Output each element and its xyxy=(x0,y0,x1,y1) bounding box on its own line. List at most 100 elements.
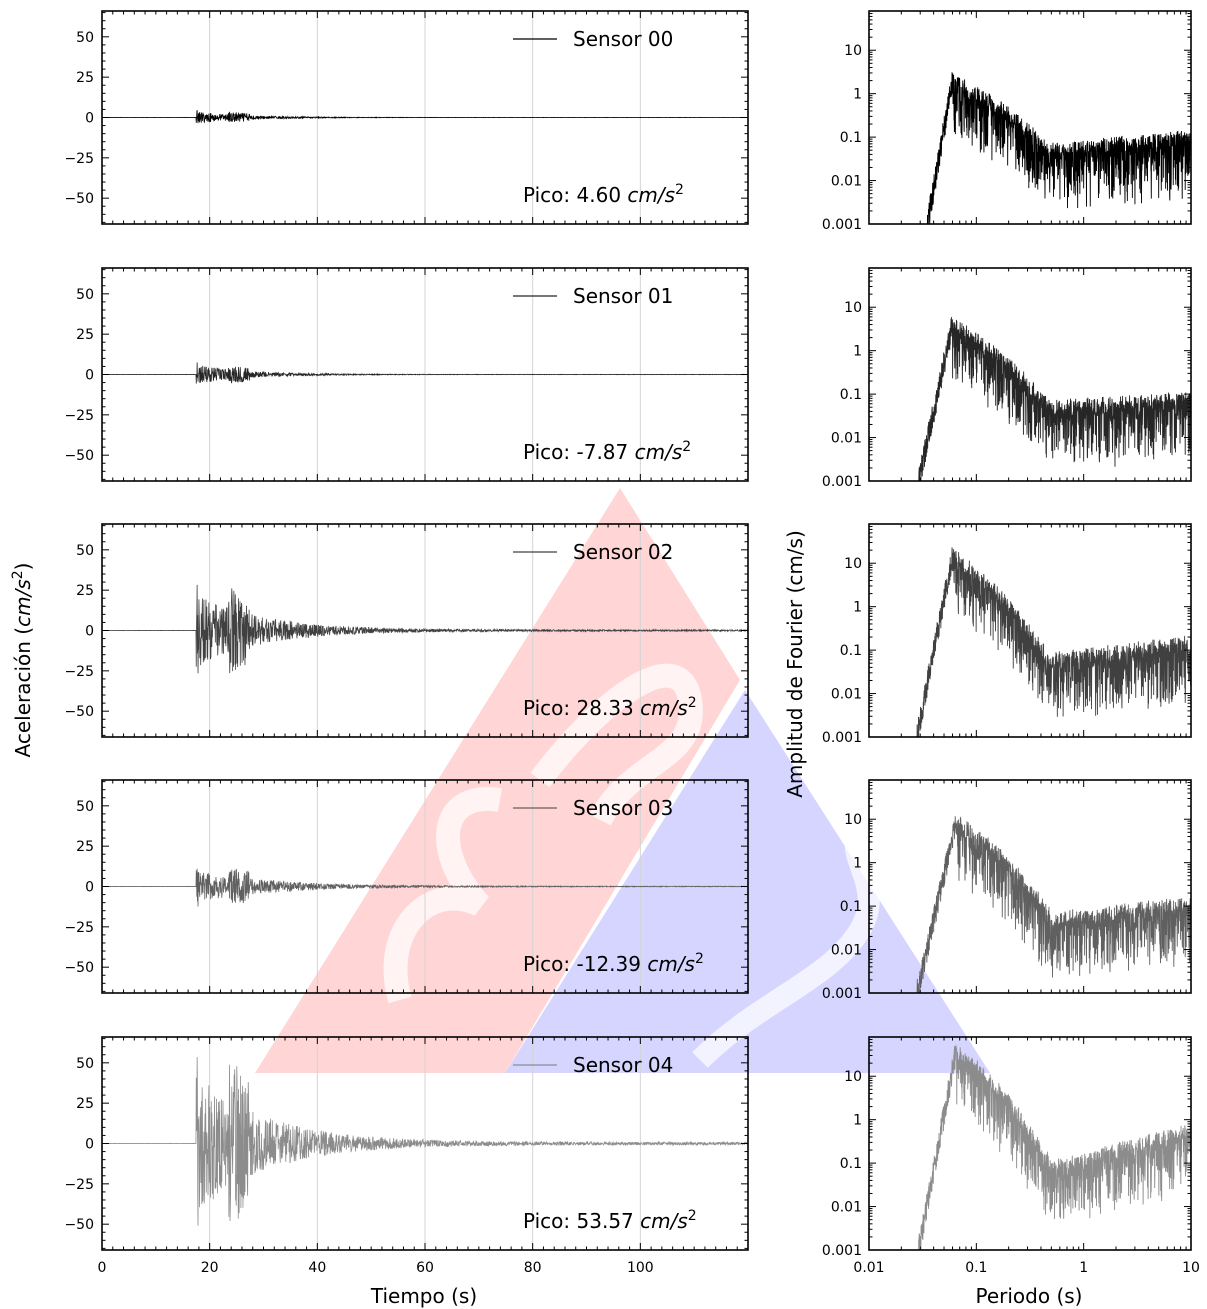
y-tick-label: 50 xyxy=(76,30,94,46)
x-tick-label: 40 xyxy=(308,1260,326,1276)
y-tick-label: 0.1 xyxy=(840,130,862,146)
y-tick-label: 1 xyxy=(853,87,862,103)
plot-frame xyxy=(868,523,1192,738)
legend-label: Sensor 00 xyxy=(573,27,673,51)
time-x-axis-label: Tiempo (s) xyxy=(370,1284,477,1308)
y-tick-label: −50 xyxy=(64,191,94,207)
y-tick-label: 25 xyxy=(76,1096,94,1112)
y-tick-label: 0.001 xyxy=(822,986,862,1002)
acceleration-trace xyxy=(101,584,749,674)
y-tick-label: 0.1 xyxy=(840,387,862,403)
y-tick-label: 0 xyxy=(85,111,94,127)
fourier-spectrum-trace xyxy=(918,317,1191,481)
y-tick-label: 0 xyxy=(85,368,94,384)
y-tick-label: 25 xyxy=(76,839,94,855)
fourier-y-axis-label: Amplitud de Fourier (cm/s) xyxy=(783,530,807,798)
y-tick-label: 0.01 xyxy=(831,431,862,447)
fourier-panel-0: 10 1 0.1 0.01 0.001 xyxy=(822,10,1192,233)
y-tick-label: −50 xyxy=(64,960,94,976)
plot-frame xyxy=(868,779,1192,994)
legend-label: Sensor 01 xyxy=(573,284,673,308)
y-tick-label: −50 xyxy=(64,1217,94,1233)
y-tick-label: 0.001 xyxy=(822,217,862,233)
fourier-panel-2: 10 1 0.1 0.01 0.001 xyxy=(822,523,1192,746)
peak-annotation: Pico: -12.39 cm/s2 xyxy=(523,951,704,976)
x-tick-label: 0.1 xyxy=(965,1260,987,1276)
y-tick-label: −25 xyxy=(64,920,94,936)
y-tick-label: 50 xyxy=(76,543,94,559)
y-tick-label: 1 xyxy=(853,1113,862,1129)
logo-white-stroke-3 xyxy=(692,811,880,1068)
fourier-spectrum-trace xyxy=(926,72,1191,224)
x-tick-label: 80 xyxy=(524,1260,542,1276)
y-tick-label: 0.1 xyxy=(840,1156,862,1172)
plot-frame xyxy=(868,1036,1192,1251)
y-tick-label: 1 xyxy=(853,600,862,616)
y-tick-label: 0 xyxy=(85,1137,94,1153)
peak-annotation: Pico: -7.87 cm/s2 xyxy=(523,439,691,464)
time-panel-2: 50 25 0 −25 −50 Sensor 02 Pico: 28.33 cm/s2 xyxy=(64,523,749,738)
plot-frame xyxy=(868,10,1192,225)
y-tick-label: 50 xyxy=(76,1056,94,1072)
acceleration-trace xyxy=(101,362,749,384)
logo-white-stroke-1 xyxy=(383,786,502,1004)
peak-annotation: Pico: 4.60 cm/s2 xyxy=(523,182,684,207)
y-tick-label: 0.01 xyxy=(831,174,862,190)
time-y-axis-label: Aceleración (cm/s2) xyxy=(10,563,35,758)
legend-label: Sensor 02 xyxy=(573,540,673,564)
x-tick-label: 20 xyxy=(201,1260,219,1276)
y-tick-label: 0 xyxy=(85,880,94,896)
time-panel-3: 50 25 0 −25 −50 Sensor 03 Pico: -12.39 cm/s2 xyxy=(64,779,749,994)
y-tick-label: −25 xyxy=(64,664,94,680)
time-panel-0: 50 25 0 −25 −50 Sensor 00 Pico: 4.60 cm/s2 xyxy=(64,10,749,225)
fourier-panel-1: 10 1 0.1 0.01 0.001 xyxy=(822,267,1192,490)
legend-label: Sensor 04 xyxy=(573,1053,673,1077)
y-tick-label: 0 xyxy=(85,624,94,640)
y-tick-label: 0.01 xyxy=(831,1200,862,1216)
time-panel-1: 50 25 0 −25 −50 Sensor 01 Pico: -7.87 cm/s2 xyxy=(64,267,749,482)
y-tick-label: 1 xyxy=(853,856,862,872)
fourier-spectrum-trace xyxy=(918,1045,1191,1250)
plot-frame xyxy=(868,267,1192,482)
y-tick-label: 1 xyxy=(853,344,862,360)
legend-label: Sensor 03 xyxy=(573,796,673,820)
y-tick-label: −25 xyxy=(64,1177,94,1193)
y-tick-label: 25 xyxy=(76,70,94,86)
fourier-spectrum-trace xyxy=(916,547,1191,737)
y-tick-label: 0.001 xyxy=(822,1243,862,1259)
acceleration-trace xyxy=(101,1057,749,1226)
acceleration-trace xyxy=(101,110,749,124)
y-tick-label: −25 xyxy=(64,151,94,167)
y-tick-label: 10 xyxy=(844,300,862,316)
y-tick-label: 25 xyxy=(76,583,94,599)
y-tick-label: 0.01 xyxy=(831,687,862,703)
y-tick-label: 10 xyxy=(844,556,862,572)
x-tick-label: 10 xyxy=(1182,1260,1200,1276)
x-tick-label: 0 xyxy=(98,1260,107,1276)
y-tick-label: −50 xyxy=(64,448,94,464)
y-tick-label: 25 xyxy=(76,327,94,343)
y-tick-label: 10 xyxy=(844,812,862,828)
y-tick-label: −50 xyxy=(64,704,94,720)
x-tick-label: 60 xyxy=(416,1260,434,1276)
y-tick-label: 0.1 xyxy=(840,899,862,915)
peak-annotation: Pico: 53.57 cm/s2 xyxy=(523,1208,697,1233)
fourier-x-axis-label: Periodo (s) xyxy=(976,1284,1083,1308)
y-tick-label: −25 xyxy=(64,408,94,424)
y-tick-label: 0.01 xyxy=(831,943,862,959)
y-tick-label: 0.001 xyxy=(822,730,862,746)
y-tick-label: 10 xyxy=(844,43,862,59)
time-panel-4: 50 25 0 −25 −50 0 20 40 60 80 100 Sensor 04 Pico: 53… xyxy=(64,1036,749,1276)
x-tick-label: 0.01 xyxy=(853,1260,884,1276)
y-tick-label: 50 xyxy=(76,287,94,303)
y-tick-label: 0.001 xyxy=(822,474,862,490)
x-tick-label: 100 xyxy=(627,1260,654,1276)
x-tick-label: 1 xyxy=(1079,1260,1088,1276)
y-tick-label: 50 xyxy=(76,799,94,815)
fourier-panel-3: 10 1 0.1 0.01 0.001 xyxy=(822,779,1192,1002)
y-tick-label: 0.1 xyxy=(840,643,862,659)
y-tick-label: 10 xyxy=(844,1069,862,1085)
